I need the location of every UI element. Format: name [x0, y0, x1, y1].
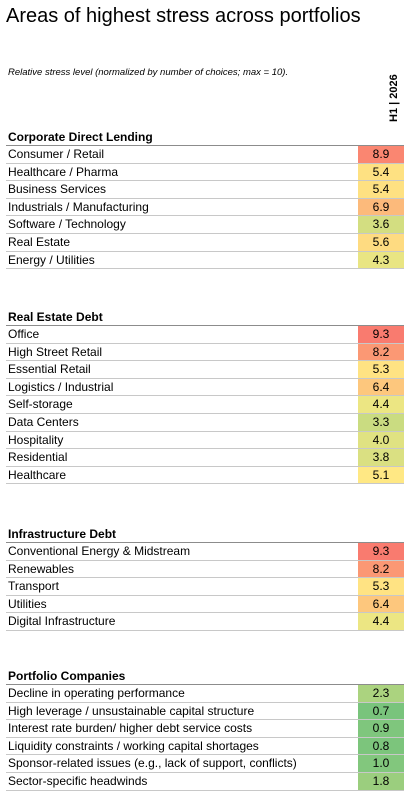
row-label: Residential — [8, 450, 68, 465]
row-label: Essential Retail — [8, 362, 91, 377]
row-label: Digital Infrastructure — [8, 614, 116, 629]
table-row: Sector-specific headwinds 1.8 — [6, 772, 404, 791]
stress-value-cell: 5.4 — [358, 181, 404, 198]
table-row: Decline in operating performance 2.3 — [6, 685, 404, 703]
stress-value-cell: 0.7 — [358, 702, 404, 720]
table-row: Utilities 6.4 — [6, 595, 404, 614]
stress-value-cell: 6.9 — [358, 198, 404, 216]
table-row: High leverage / unsustainable capital st… — [6, 702, 404, 721]
stress-value-cell: 1.8 — [358, 772, 404, 790]
section-0: Corporate Direct Lending Consumer / Retai… — [6, 130, 404, 270]
table-row: Conventional Energy & Midstream 9.3 — [6, 543, 404, 561]
table-row: Self-storage 4.4 — [6, 396, 404, 414]
section-2: Infrastructure Debt Conventional Energy &… — [6, 527, 404, 631]
row-label: Healthcare — [8, 467, 67, 482]
stress-value-cell: 8.2 — [358, 560, 404, 578]
table-row: Consumer / Retail 8.9 — [6, 146, 404, 164]
table-row: Business Services 5.4 — [6, 181, 404, 199]
section-1: Real Estate Debt Office 9.3 High Street Ret… — [6, 310, 404, 485]
stress-value-cell: 0.8 — [358, 737, 404, 755]
row-label: Industrials / Manufacturing — [8, 199, 149, 214]
page-title: Areas of highest stress across portfolio… — [6, 5, 361, 27]
row-label: Software / Technology — [8, 217, 126, 232]
table-row: Energy / Utilities 4.3 — [6, 251, 404, 270]
row-label: High Street Retail — [8, 344, 103, 359]
table-row: Healthcare / Pharma 5.4 — [6, 163, 404, 182]
section-3: Portfolio Companies Decline in operating … — [6, 669, 404, 791]
table-row: Software / Technology 3.6 — [6, 216, 404, 234]
stress-value-cell: 5.6 — [358, 233, 404, 251]
table-row: Essential Retail 5.3 — [6, 361, 404, 379]
row-label: Transport — [8, 579, 59, 594]
table-row: Healthcare 5.1 — [6, 466, 404, 485]
table-row: Industrials / Manufacturing 6.9 — [6, 198, 404, 217]
stress-value-cell: 8.2 — [358, 343, 404, 361]
row-label: Hospitality — [8, 432, 64, 447]
row-label: Real Estate — [8, 234, 71, 249]
table-row: Data Centers 3.3 — [6, 413, 404, 432]
table-row: Real Estate 5.6 — [6, 233, 404, 252]
section-title: Infrastructure Debt — [6, 527, 404, 543]
table-row: Sponsor-related issues (e.g., lack of su… — [6, 755, 404, 773]
stress-value-cell: 6.4 — [358, 378, 404, 396]
table-row: Logistics / Industrial 6.4 — [6, 378, 404, 397]
row-label: Sponsor-related issues (e.g., lack of su… — [8, 756, 297, 771]
stress-value-cell: 8.9 — [358, 146, 404, 163]
row-label: Conventional Energy & Midstream — [8, 544, 191, 558]
stress-value-cell: 4.3 — [358, 251, 404, 269]
stress-value-cell: 6.4 — [358, 595, 404, 613]
row-label: Sector-specific headwinds — [8, 773, 148, 788]
row-label: Business Services — [8, 182, 107, 197]
stress-value-cell: 4.0 — [358, 431, 404, 449]
table-row: Digital Infrastructure 4.4 — [6, 613, 404, 631]
row-label: Office — [8, 327, 40, 341]
row-label: High leverage / unsustainable capital st… — [8, 703, 255, 718]
table-row: Liquidity constraints / working capital … — [6, 737, 404, 756]
row-label: Logistics / Industrial — [8, 379, 114, 394]
section-title: Portfolio Companies — [6, 669, 404, 685]
stress-value-cell: 3.3 — [358, 413, 404, 431]
stress-value-cell: 1.0 — [358, 755, 404, 772]
table-row: High Street Retail 8.2 — [6, 343, 404, 362]
stress-value-cell: 3.6 — [358, 216, 404, 233]
table-row: Transport 5.3 — [6, 578, 404, 596]
row-label: Interest rate burden/ higher debt servic… — [8, 721, 253, 736]
stress-value-cell: 9.3 — [358, 543, 404, 560]
row-label: Data Centers — [8, 414, 79, 429]
row-label: Healthcare / Pharma — [8, 164, 119, 179]
row-label: Utilities — [8, 596, 47, 611]
chart-subtitle: Relative stress level (normalized by num… — [8, 67, 289, 78]
row-label: Consumer / Retail — [8, 147, 105, 161]
period-column-header: H1 | 2026 — [388, 74, 400, 122]
table-row: Hospitality 4.0 — [6, 431, 404, 450]
stress-value-cell: 5.1 — [358, 466, 404, 484]
stress-value-cell: 2.3 — [358, 685, 404, 702]
stress-value-cell: 4.4 — [358, 396, 404, 413]
stress-value-cell: 5.3 — [358, 361, 404, 378]
stress-value-cell: 5.3 — [358, 578, 404, 595]
stress-value-cell: 0.9 — [358, 720, 404, 737]
table-row: Office 9.3 — [6, 326, 404, 344]
row-label: Liquidity constraints / working capital … — [8, 738, 259, 753]
table-row: Renewables 8.2 — [6, 560, 404, 579]
stress-value-cell: 9.3 — [358, 326, 404, 343]
row-label: Energy / Utilities — [8, 252, 95, 267]
stress-value-cell: 4.4 — [358, 613, 404, 630]
row-label: Decline in operating performance — [8, 686, 185, 700]
table-row: Residential 3.8 — [6, 449, 404, 467]
table-row: Interest rate burden/ higher debt servic… — [6, 720, 404, 738]
row-label: Self-storage — [8, 397, 73, 412]
row-label: Renewables — [8, 561, 75, 576]
stress-value-cell: 5.4 — [358, 163, 404, 181]
section-title: Corporate Direct Lending — [6, 130, 404, 146]
section-title: Real Estate Debt — [6, 310, 404, 326]
stress-value-cell: 3.8 — [358, 449, 404, 466]
